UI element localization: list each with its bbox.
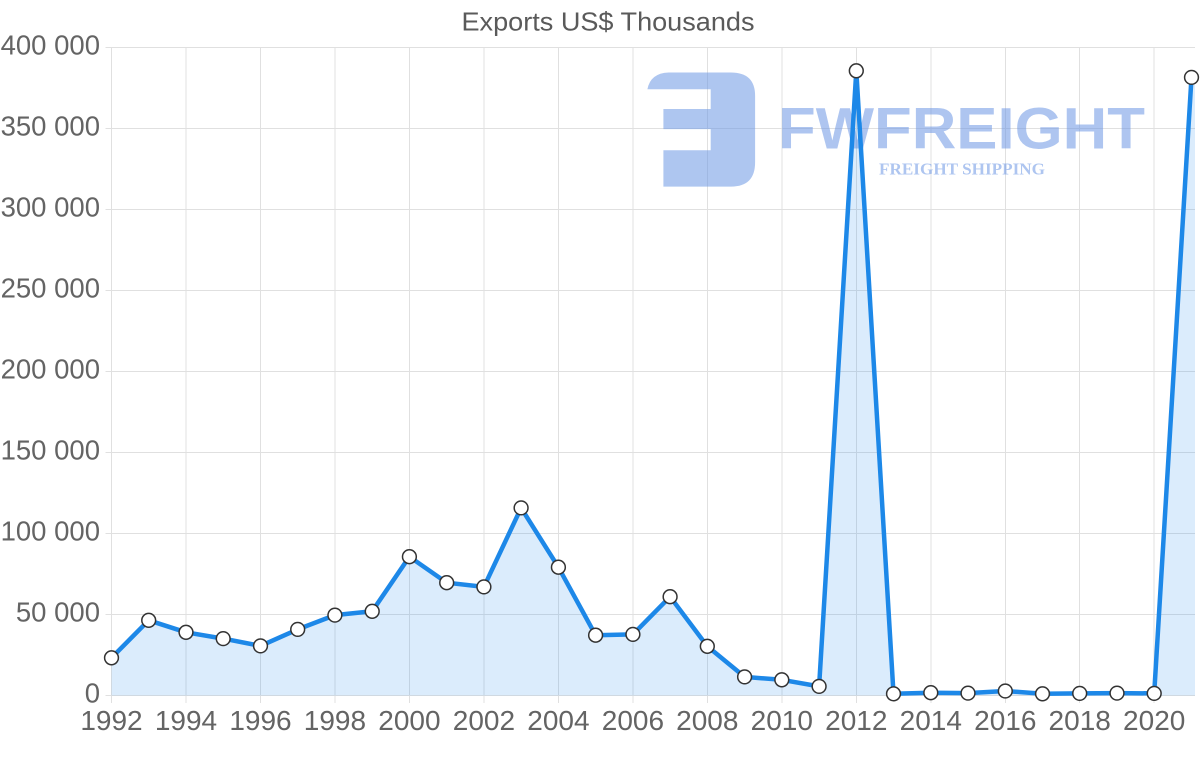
svg-text:FREIGHT SHIPPING: FREIGHT SHIPPING	[879, 160, 1045, 179]
svg-text:200 000: 200 000	[1, 354, 100, 385]
svg-text:100 000: 100 000	[1, 516, 100, 547]
svg-text:2016: 2016	[974, 705, 1036, 736]
svg-text:50 000: 50 000	[16, 597, 100, 628]
svg-text:2018: 2018	[1049, 705, 1111, 736]
svg-text:1996: 1996	[229, 705, 291, 736]
svg-text:2014: 2014	[900, 705, 962, 736]
svg-text:2010: 2010	[751, 705, 813, 736]
svg-text:1994: 1994	[155, 705, 217, 736]
svg-text:1992: 1992	[80, 705, 142, 736]
svg-text:400 000: 400 000	[1, 30, 100, 61]
svg-text:Exports US$ Thousands: Exports US$ Thousands	[462, 7, 755, 37]
svg-text:2002: 2002	[453, 705, 515, 736]
svg-text:1998: 1998	[304, 705, 366, 736]
svg-text:250 000: 250 000	[1, 273, 100, 304]
svg-text:2006: 2006	[602, 705, 664, 736]
svg-text:350 000: 350 000	[1, 111, 100, 142]
svg-text:2020: 2020	[1123, 705, 1185, 736]
svg-text:300 000: 300 000	[1, 192, 100, 223]
svg-text:2004: 2004	[527, 705, 589, 736]
svg-text:2000: 2000	[378, 705, 440, 736]
svg-text:FWFREIGHT: FWFREIGHT	[778, 97, 1145, 162]
svg-text:150 000: 150 000	[1, 435, 100, 466]
svg-text:2008: 2008	[676, 705, 738, 736]
svg-text:0: 0	[85, 678, 100, 709]
svg-text:2012: 2012	[825, 705, 887, 736]
